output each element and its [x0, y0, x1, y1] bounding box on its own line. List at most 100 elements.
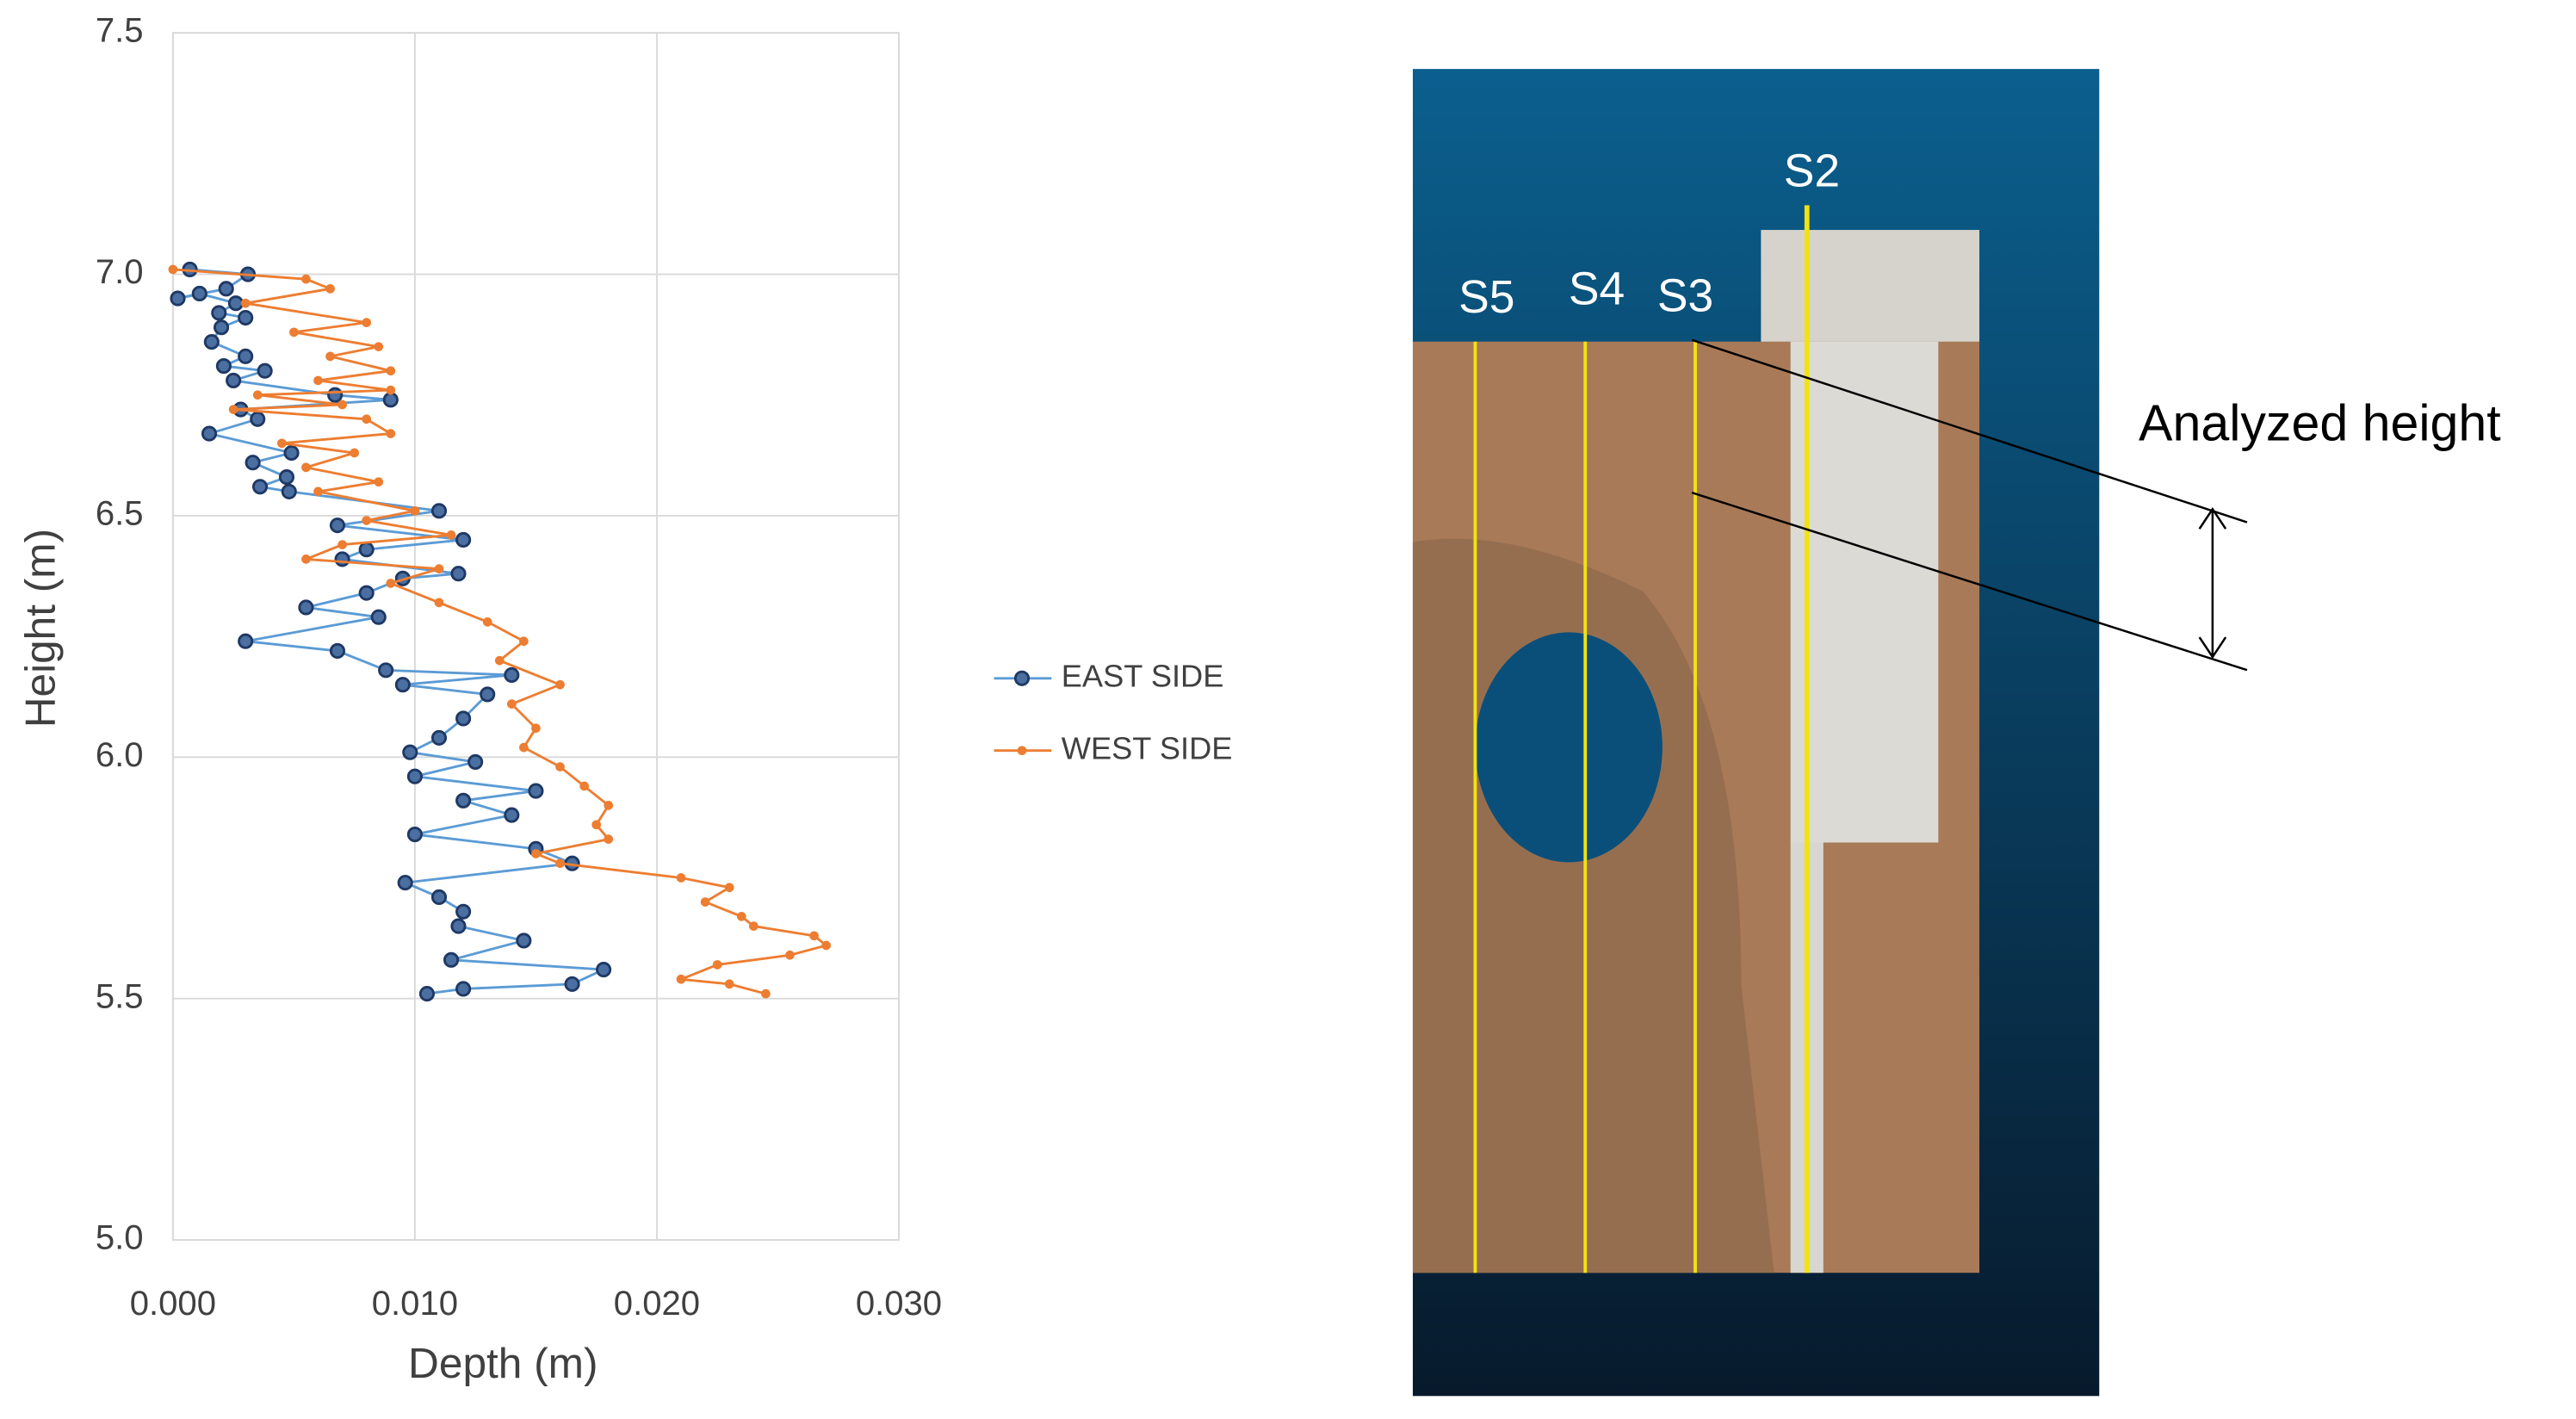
- photo-hole: [1475, 632, 1663, 863]
- data-point: [245, 455, 261, 471]
- legend-label: WEST SIDE: [1062, 730, 1233, 765]
- section-labels: S2 S3 S4 S5: [1458, 146, 1840, 323]
- data-point: [455, 710, 472, 727]
- data-point: [386, 366, 396, 376]
- data-point: [528, 783, 544, 799]
- data-point: [238, 348, 254, 364]
- data-point: [278, 469, 295, 486]
- data-point: [455, 981, 472, 997]
- data-point: [214, 319, 230, 336]
- data-point: [358, 542, 375, 558]
- data-point: [480, 686, 496, 703]
- data-point: [604, 801, 614, 810]
- data-point: [809, 931, 819, 941]
- data-point: [201, 425, 218, 442]
- data-point: [386, 429, 396, 438]
- y-tick-label: 7.0: [96, 253, 144, 291]
- data-point: [281, 483, 297, 499]
- data-point: [555, 858, 565, 869]
- section-lines: [1473, 205, 1810, 1273]
- data-point: [250, 411, 266, 427]
- data-point: [397, 875, 413, 891]
- data-point: [362, 516, 372, 525]
- data-point: [394, 677, 411, 693]
- data-point: [506, 699, 517, 709]
- data-point: [301, 555, 311, 564]
- data-point: [450, 566, 467, 582]
- data-point: [446, 530, 456, 540]
- data-point: [378, 662, 394, 679]
- data-point: [276, 438, 287, 449]
- data-point: [238, 633, 254, 649]
- data-point: [596, 961, 612, 978]
- data-point: [226, 372, 242, 388]
- data-point: [289, 327, 299, 338]
- data-point: [468, 753, 484, 770]
- data-point: [455, 531, 472, 548]
- data-point: [724, 883, 734, 893]
- x-tick-label: 0.000: [130, 1285, 216, 1323]
- data-point: [301, 462, 311, 473]
- x-tick-label: 0.020: [614, 1285, 700, 1323]
- data-point: [676, 974, 686, 984]
- plot-frame: [171, 32, 900, 1242]
- data-point: [240, 298, 251, 308]
- data-point: [455, 903, 472, 920]
- chart: 0.000 0.010 0.020 0.030 5.0 5.5 6.0 6.5 7.0 7.5 De…: [15, 12, 1232, 1387]
- y-tick-label: 6.0: [96, 736, 144, 774]
- annotation: Analyzed height: [2139, 394, 2501, 452]
- data-point: [325, 284, 335, 294]
- data-point: [238, 309, 254, 326]
- data-point: [374, 342, 384, 351]
- data-point: [362, 318, 372, 327]
- data-point: [555, 679, 565, 690]
- data-point: [325, 351, 335, 362]
- data-point: [358, 585, 375, 601]
- data-point: [228, 405, 238, 414]
- data-point: [450, 918, 467, 934]
- data-point: [257, 362, 273, 379]
- data-point: [482, 617, 492, 627]
- x-tick-label: 0.030: [856, 1285, 942, 1323]
- data-point: [519, 636, 529, 647]
- data-point: [327, 387, 344, 403]
- data-point: [531, 849, 541, 858]
- photo-column-top: [1761, 230, 1980, 345]
- data-point: [785, 950, 795, 960]
- data-point: [504, 807, 520, 823]
- data-point: [227, 295, 244, 312]
- data-point: [382, 392, 399, 408]
- data-point: [215, 358, 232, 375]
- data-point: [418, 986, 436, 1002]
- y-axis-label: Height (m): [15, 529, 64, 728]
- data-point: [218, 281, 234, 297]
- data-point: [455, 792, 472, 809]
- data-point: [337, 400, 347, 410]
- data-point: [564, 976, 580, 992]
- data-point: [203, 333, 220, 350]
- data-point: [676, 873, 686, 883]
- data-point: [301, 274, 311, 284]
- series-line: [177, 268, 604, 995]
- data-point: [430, 889, 448, 906]
- data-point: [374, 477, 384, 487]
- data-point: [519, 742, 529, 753]
- data-point: [821, 940, 831, 951]
- y-tick-label: 5.0: [96, 1219, 144, 1257]
- x-axis-label: Depth (m): [408, 1339, 598, 1387]
- data-point: [350, 448, 359, 458]
- data-point: [386, 579, 396, 588]
- y-tick-label: 7.5: [96, 12, 144, 50]
- data-point: [434, 564, 444, 573]
- height-marker: [1691, 338, 2248, 672]
- legend-marker: [1017, 746, 1027, 756]
- data-point: [406, 826, 423, 843]
- data-point: [334, 551, 350, 567]
- y-tick-label: 6.5: [96, 495, 144, 533]
- section-label: S3: [1657, 270, 1713, 321]
- data-point: [313, 486, 323, 497]
- legend-marker: [1013, 670, 1031, 686]
- data-point: [434, 598, 444, 608]
- section-label: S5: [1458, 272, 1514, 323]
